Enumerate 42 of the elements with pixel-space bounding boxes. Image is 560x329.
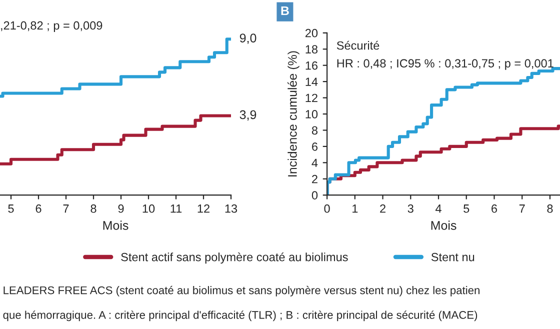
x-tick-label: 6 — [492, 204, 497, 213]
x-tick-label: 12 — [198, 204, 210, 213]
legend-label: Stent actif sans polymère coaté au biolimus — [121, 252, 348, 264]
text: LEADERS FREE ACS (stent coaté au biolimus et sans polymère versus stent nu) chez les patien — [4, 286, 480, 296]
y-tick-label: 6 — [312, 142, 318, 151]
y-tick-label: 14 — [306, 78, 318, 86]
x-tick-label: 5 — [8, 204, 14, 213]
x-tick-label: 7 — [63, 204, 69, 213]
data-label: 9,0 — [240, 34, 256, 44]
x-tick-label: 6 — [36, 204, 42, 213]
y-tick-label: 12 — [306, 94, 318, 102]
data-label: 3,9 — [240, 110, 256, 121]
text: que hémorragique. A : critère principal d'efficacité (TLR) ; B : critère principal de sécurité (MACE) — [3, 310, 478, 322]
x-tick-label: 7 — [519, 204, 525, 213]
x-tick-label: 8 — [547, 204, 553, 213]
y-tick-label: 4 — [312, 158, 318, 167]
y-tick-label: 20 — [305, 28, 318, 38]
x-tick-label: 0 — [324, 204, 330, 213]
x-tick-label: 9 — [118, 204, 124, 213]
y-tick-label: 0 — [312, 191, 318, 200]
x-tick-label: 3 — [408, 204, 414, 213]
annotation: HR : 0,48 ; IC95 % : 0,31-0,75 ; p = 0,001 — [337, 59, 554, 70]
y-tick-label: 2 — [312, 174, 318, 184]
text: ,21-0,82 ; p = 0,009 — [1, 21, 102, 32]
x-tick-label: 8 — [90, 204, 96, 213]
x-tick-label: 11 — [170, 204, 182, 213]
x-tick-label: 2 — [380, 204, 386, 213]
x-tick-label: 10 — [142, 204, 155, 213]
y-tick-label: 10 — [306, 110, 318, 118]
text: Sécurité — [336, 40, 380, 50]
x-tick-label: 1 — [352, 204, 358, 213]
y-axis-title: Incidence cumulée (%) — [288, 51, 300, 176]
x-tick-label: 13 — [225, 204, 238, 213]
chart-title: B — [281, 6, 289, 16]
x-axis-title: Mois — [103, 220, 128, 230]
x-tick-label: 5 — [464, 204, 470, 213]
x-axis-title: Mois — [431, 220, 456, 230]
y-tick-label: 8 — [312, 126, 318, 135]
x-tick-label: 4 — [435, 204, 442, 213]
legend-label: Stent nu — [431, 252, 474, 262]
y-tick-label: 16 — [306, 61, 318, 70]
y-tick-label: 18 — [306, 45, 318, 54]
